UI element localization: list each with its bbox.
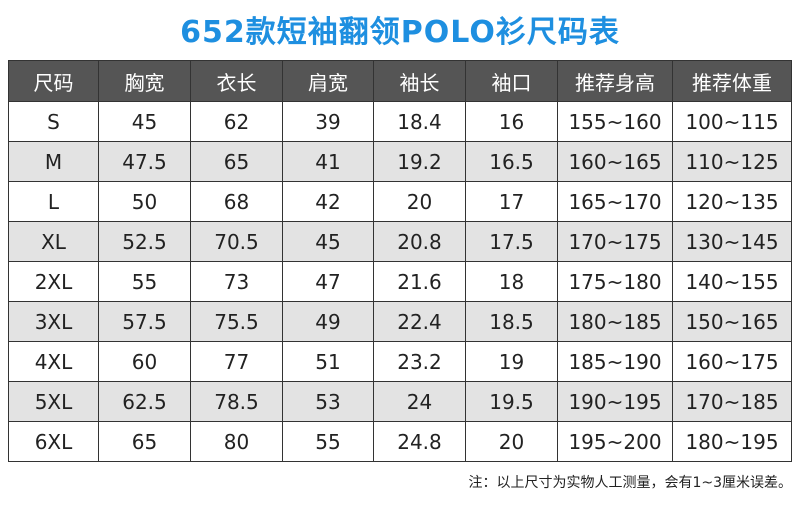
table-cell: 110~125: [672, 141, 792, 182]
table-cell: 180~195: [672, 421, 792, 462]
table-cell: 55: [282, 421, 374, 462]
table-cell: 2XL: [8, 261, 99, 302]
table-cell: 21.6: [373, 261, 466, 302]
table-cell: 80: [190, 421, 283, 462]
table-cell: 73: [190, 261, 283, 302]
table-header-row: 尺码 胸宽 衣长 肩宽 袖长 袖口 推荐身高 推荐体重: [8, 60, 792, 102]
table-cell: 16.5: [465, 141, 558, 182]
table-cell: 70.5: [190, 221, 283, 262]
table-cell: 45: [282, 221, 374, 262]
table-cell: 18.4: [373, 101, 466, 142]
table-row: 2XL 55 73 47 21.6 18 175~180 140~155: [8, 261, 792, 302]
table-cell: 165~170: [557, 181, 673, 222]
table-cell: S: [8, 101, 99, 142]
table-cell: 5XL: [8, 381, 99, 422]
table-cell: 47.5: [98, 141, 191, 182]
table-cell: 140~155: [672, 261, 792, 302]
table-cell: 19.5: [465, 381, 558, 422]
table-cell: 20.8: [373, 221, 466, 262]
table-cell: 22.4: [373, 301, 466, 342]
table-cell: 170~185: [672, 381, 792, 422]
table-cell: 19.2: [373, 141, 466, 182]
size-chart-table: 尺码 胸宽 衣长 肩宽 袖长 袖口 推荐身高 推荐体重 S 45 62 39 1…: [8, 60, 792, 462]
table-cell: 24.8: [373, 421, 466, 462]
table-row: L 50 68 42 20 17 165~170 120~135: [8, 181, 792, 222]
table-cell: 20: [373, 181, 466, 222]
table-cell: 60: [98, 341, 191, 382]
table-cell: 120~135: [672, 181, 792, 222]
table-cell: M: [8, 141, 99, 182]
table-cell: 42: [282, 181, 374, 222]
table-cell: 45: [98, 101, 191, 142]
table-cell: 170~175: [557, 221, 673, 262]
table-cell: 4XL: [8, 341, 99, 382]
table-cell: 50: [98, 181, 191, 222]
table-cell: 47: [282, 261, 374, 302]
column-header-garment-length: 衣长: [190, 60, 283, 102]
table-cell: 130~145: [672, 221, 792, 262]
table-cell: 55: [98, 261, 191, 302]
table-row: XL 52.5 70.5 45 20.8 17.5 170~175 130~14…: [8, 221, 792, 262]
column-header-sleeve-length: 袖长: [373, 60, 466, 102]
table-cell: 41: [282, 141, 374, 182]
table-cell: 65: [190, 141, 283, 182]
table-row: 6XL 65 80 55 24.8 20 195~200 180~195: [8, 421, 792, 462]
table-cell: 190~195: [557, 381, 673, 422]
table-cell: 16: [465, 101, 558, 142]
table-cell: 78.5: [190, 381, 283, 422]
table-cell: 185~190: [557, 341, 673, 382]
table-cell: XL: [8, 221, 99, 262]
table-cell: 65: [98, 421, 191, 462]
column-header-recommended-height: 推荐身高: [557, 60, 673, 102]
table-cell: 18: [465, 261, 558, 302]
table-cell: 160~175: [672, 341, 792, 382]
page-title: 652款短袖翻领POLO衫尺码表: [180, 15, 620, 50]
column-header-shoulder-width: 肩宽: [282, 60, 374, 102]
table-row: 3XL 57.5 75.5 49 22.4 18.5 180~185 150~1…: [8, 301, 792, 342]
table-cell: 19: [465, 341, 558, 382]
table-cell: 180~185: [557, 301, 673, 342]
table-cell: 17.5: [465, 221, 558, 262]
table-row: S 45 62 39 18.4 16 155~160 100~115: [8, 101, 792, 142]
table-cell: 195~200: [557, 421, 673, 462]
table-cell: 175~180: [557, 261, 673, 302]
table-row: 5XL 62.5 78.5 53 24 19.5 190~195 170~185: [8, 381, 792, 422]
column-header-recommended-weight: 推荐体重: [672, 60, 792, 102]
table-cell: L: [8, 181, 99, 222]
table-cell: 75.5: [190, 301, 283, 342]
table-cell: 77: [190, 341, 283, 382]
table-cell: 57.5: [98, 301, 191, 342]
table-cell: 23.2: [373, 341, 466, 382]
table-cell: 18.5: [465, 301, 558, 342]
table-cell: 68: [190, 181, 283, 222]
table-cell: 100~115: [672, 101, 792, 142]
table-cell: 53: [282, 381, 374, 422]
measurement-note: 注：以上尺寸为实物人工测量，会有1~3厘米误差。: [468, 475, 792, 491]
table-cell: 6XL: [8, 421, 99, 462]
table-row: M 47.5 65 41 19.2 16.5 160~165 110~125: [8, 141, 792, 182]
table-cell: 17: [465, 181, 558, 222]
table-cell: 51: [282, 341, 374, 382]
table-cell: 62.5: [98, 381, 191, 422]
table-row: 4XL 60 77 51 23.2 19 185~190 160~175: [8, 341, 792, 382]
table-cell: 3XL: [8, 301, 99, 342]
table-cell: 62: [190, 101, 283, 142]
table-cell: 49: [282, 301, 374, 342]
table-cell: 160~165: [557, 141, 673, 182]
column-header-size: 尺码: [8, 60, 99, 102]
table-cell: 39: [282, 101, 374, 142]
table-cell: 150~165: [672, 301, 792, 342]
table-cell: 155~160: [557, 101, 673, 142]
table-cell: 20: [465, 421, 558, 462]
column-header-cuff: 袖口: [465, 60, 558, 102]
table-cell: 52.5: [98, 221, 191, 262]
column-header-chest-width: 胸宽: [98, 60, 191, 102]
table-cell: 24: [373, 381, 466, 422]
